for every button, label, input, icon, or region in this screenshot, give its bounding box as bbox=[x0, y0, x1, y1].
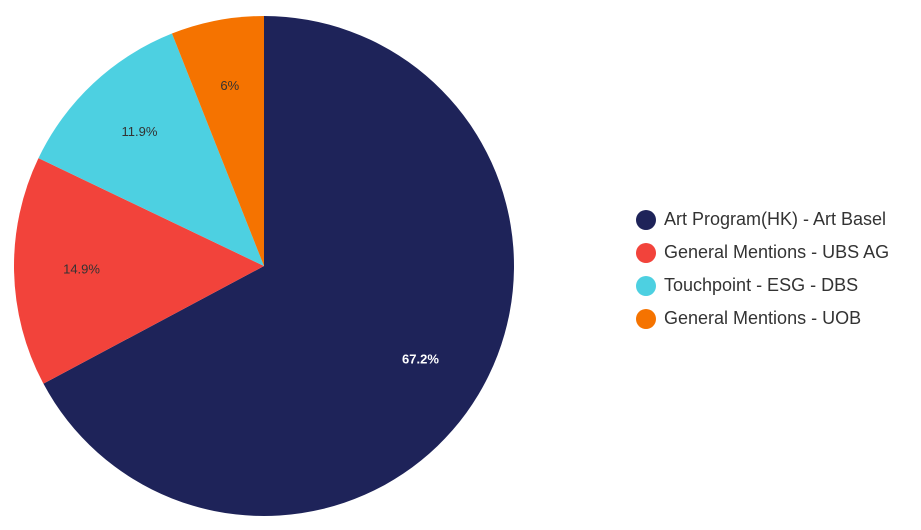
legend-label: Touchpoint - ESG - DBS bbox=[664, 275, 859, 295]
slice-value-label: 11.9% bbox=[122, 124, 158, 139]
pie-slice[interactable] bbox=[13, 158, 264, 384]
chart-legend: Art Program(HK) - Art Basel General Ment… bbox=[636, 203, 921, 335]
pie-slice[interactable] bbox=[38, 33, 265, 266]
legend-item[interactable]: General Mentions - UBS AG bbox=[636, 236, 921, 269]
slice-value-label: 14.9% bbox=[63, 261, 100, 276]
legend-label: General Mentions - UBS AG bbox=[664, 242, 890, 262]
pie-slice[interactable] bbox=[171, 16, 264, 266]
legend-swatch bbox=[636, 242, 656, 263]
legend-label: General Mentions - UOB bbox=[664, 308, 862, 328]
slice-value-label: 67.2% bbox=[402, 351, 439, 366]
legend-swatch bbox=[636, 308, 656, 329]
legend-swatch bbox=[636, 209, 656, 230]
pie-slice[interactable] bbox=[43, 16, 515, 517]
legend-item[interactable]: General Mentions - UOB bbox=[636, 302, 921, 335]
legend-label: Art Program(HK) - Art Basel bbox=[664, 209, 887, 229]
legend-item[interactable]: Touchpoint - ESG - DBS bbox=[636, 269, 921, 302]
slice-value-label: 6% bbox=[220, 78, 239, 93]
legend-swatch bbox=[636, 275, 656, 296]
legend-item[interactable]: Art Program(HK) - Art Basel bbox=[636, 203, 921, 236]
